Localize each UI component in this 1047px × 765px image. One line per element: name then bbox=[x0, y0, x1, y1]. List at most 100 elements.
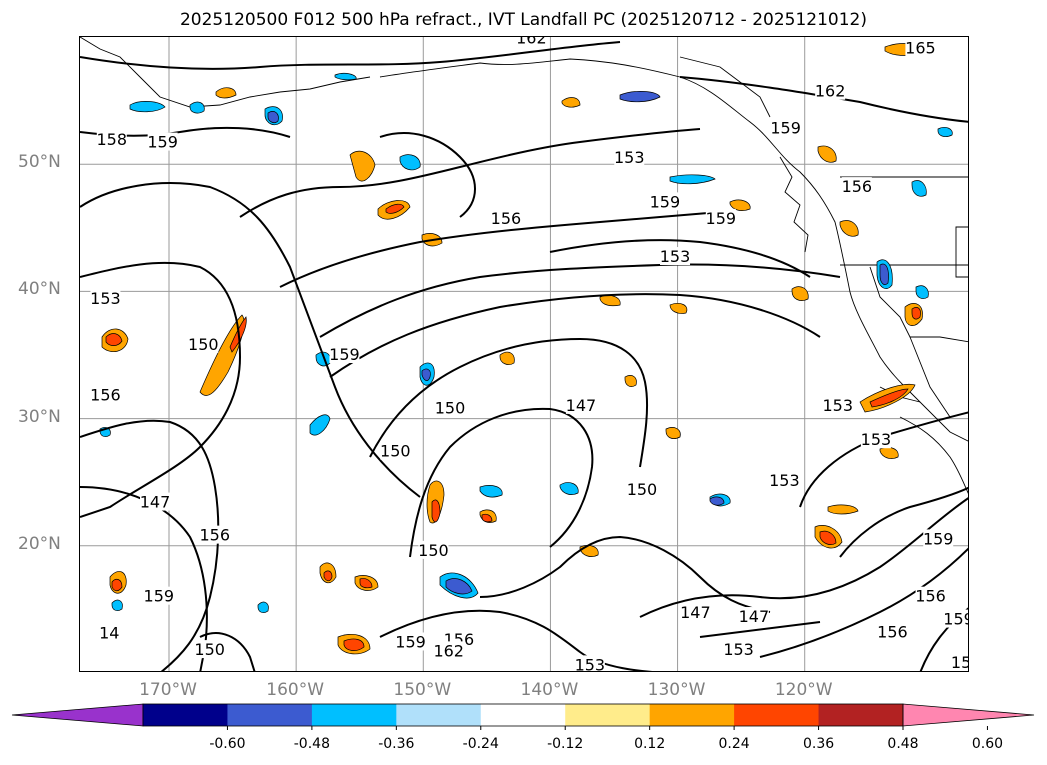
contour-label: 150 bbox=[380, 442, 411, 461]
colorbar-tick-label: -0.48 bbox=[293, 736, 330, 752]
contour-label: 150 bbox=[418, 541, 449, 560]
contour-label-background bbox=[680, 603, 711, 622]
latitude-label: 40°N bbox=[18, 279, 61, 300]
contour-label: 150 bbox=[194, 640, 225, 659]
contour-label-background bbox=[565, 395, 596, 414]
colorbar-segment bbox=[396, 704, 482, 726]
contour-label-background bbox=[194, 640, 225, 659]
contour-label-background bbox=[433, 641, 464, 660]
longitude-label: 170°W bbox=[139, 680, 197, 700]
contour-label: 153 bbox=[822, 396, 853, 415]
contour-label: 156 bbox=[199, 526, 230, 545]
contour-label: 153 bbox=[90, 289, 121, 308]
contour-label: 153 bbox=[660, 247, 691, 266]
contour-label: 156 bbox=[90, 386, 121, 405]
contour-label: 159 bbox=[329, 345, 360, 364]
contour-label-background bbox=[90, 385, 121, 404]
contour-label-background bbox=[769, 470, 800, 489]
contour-label-background bbox=[516, 37, 547, 47]
contour-label-background bbox=[143, 586, 174, 605]
colorbar-segment bbox=[734, 704, 820, 726]
contour-label: 147 bbox=[140, 493, 171, 512]
latitude-label: 20°N bbox=[18, 533, 61, 554]
contour-label-background bbox=[395, 632, 426, 651]
contour-label: 156 bbox=[491, 209, 522, 228]
contour-label-background bbox=[943, 609, 968, 628]
contour-label: 14 bbox=[99, 624, 119, 643]
contour-label-background bbox=[770, 118, 801, 137]
colorbar-extend-low bbox=[11, 703, 144, 727]
colorbar-tick-label: 0.24 bbox=[718, 736, 750, 752]
refractivity-contours bbox=[80, 41, 968, 671]
contour-label: 150 bbox=[627, 480, 658, 499]
colorbar-tick-label: 0.12 bbox=[634, 736, 666, 752]
contour-label-background bbox=[841, 177, 872, 196]
contour-label: 153 bbox=[861, 430, 892, 449]
contour-label-background bbox=[705, 208, 736, 227]
map-panel: 162 165 162 159 158 159 153 156 159 159 156 153 153 1… bbox=[79, 36, 969, 672]
colorbar-segment bbox=[649, 704, 735, 726]
contour-label-background bbox=[94, 623, 125, 642]
contour-label: 153 bbox=[769, 471, 800, 490]
contour-label-background bbox=[96, 130, 127, 149]
contour-label-background bbox=[626, 479, 657, 498]
graticule bbox=[80, 37, 968, 671]
contour-label-background bbox=[860, 430, 891, 449]
contour-label-background bbox=[329, 345, 360, 363]
colorbar-tick-label: -0.36 bbox=[378, 736, 415, 752]
contour-label: 159 bbox=[943, 610, 969, 629]
contour-label: 153 bbox=[723, 640, 754, 659]
colorbar-segment bbox=[565, 704, 651, 726]
contour-label: 147 bbox=[680, 603, 711, 622]
longitude-label: 150°W bbox=[393, 680, 452, 700]
contour-label: 159 bbox=[650, 192, 681, 211]
contour-label-background bbox=[147, 132, 178, 151]
contour-label: 150 bbox=[435, 398, 466, 417]
contour-label: 15 bbox=[951, 653, 969, 672]
contour-label-background bbox=[380, 441, 411, 460]
contour-label: 159 bbox=[144, 587, 175, 606]
contour-label-background bbox=[614, 147, 645, 166]
colorbar-segment bbox=[227, 704, 313, 726]
colorbar-segment bbox=[480, 704, 566, 726]
contour-label-background bbox=[923, 529, 954, 548]
contour-label-background bbox=[490, 208, 521, 227]
contour-label: 156 bbox=[915, 587, 946, 606]
contour-label: 158 bbox=[97, 130, 128, 149]
colorbar-segment bbox=[818, 704, 904, 726]
contour-label: 147 bbox=[566, 396, 597, 415]
contour-label-background bbox=[738, 607, 769, 626]
colorbar-tick-label: 0.60 bbox=[971, 736, 1004, 752]
coastline bbox=[80, 37, 968, 494]
map-canvas: 162 165 162 159 158 159 153 156 159 159 156 153 153 1… bbox=[80, 37, 969, 672]
contour-label: 162 bbox=[815, 82, 846, 101]
contour-label: 153 bbox=[614, 148, 645, 167]
latitude-label: 50°N bbox=[18, 152, 61, 173]
contour-label-background bbox=[434, 398, 465, 417]
contour-label: 147 bbox=[739, 607, 770, 626]
colorbar-tick-label: 0.36 bbox=[802, 736, 835, 752]
colorbar-tick-label: -0.12 bbox=[547, 736, 584, 752]
contour-label: 159 bbox=[147, 133, 178, 152]
contour-labels: 162 165 162 159 158 159 153 156 159 159 156 153 153 1… bbox=[90, 37, 969, 672]
contour-label: 156 bbox=[877, 622, 908, 641]
colorbar-segment bbox=[311, 704, 397, 726]
colorbar-segment bbox=[143, 704, 228, 726]
contour-label-background bbox=[90, 289, 121, 308]
contour-label: 159 bbox=[770, 119, 801, 138]
contour-label: 162 bbox=[433, 641, 464, 660]
contour-label-background bbox=[822, 395, 853, 414]
contour-label: 162 bbox=[516, 37, 547, 47]
contour-label-background bbox=[915, 586, 946, 605]
longitude-label: 130°W bbox=[647, 680, 706, 700]
contour-label-background bbox=[140, 492, 171, 511]
contour-label: 153 bbox=[575, 655, 606, 672]
contour-label: 159 bbox=[706, 209, 737, 228]
contour-label-background bbox=[877, 622, 908, 641]
colorbar bbox=[11, 703, 1035, 730]
contour-label: 159 bbox=[395, 632, 426, 651]
contour-label-background bbox=[946, 652, 968, 671]
contour-label-background bbox=[815, 81, 846, 100]
colorbar-tick-label: -0.60 bbox=[209, 736, 246, 752]
longitude-label: 140°W bbox=[520, 680, 579, 700]
